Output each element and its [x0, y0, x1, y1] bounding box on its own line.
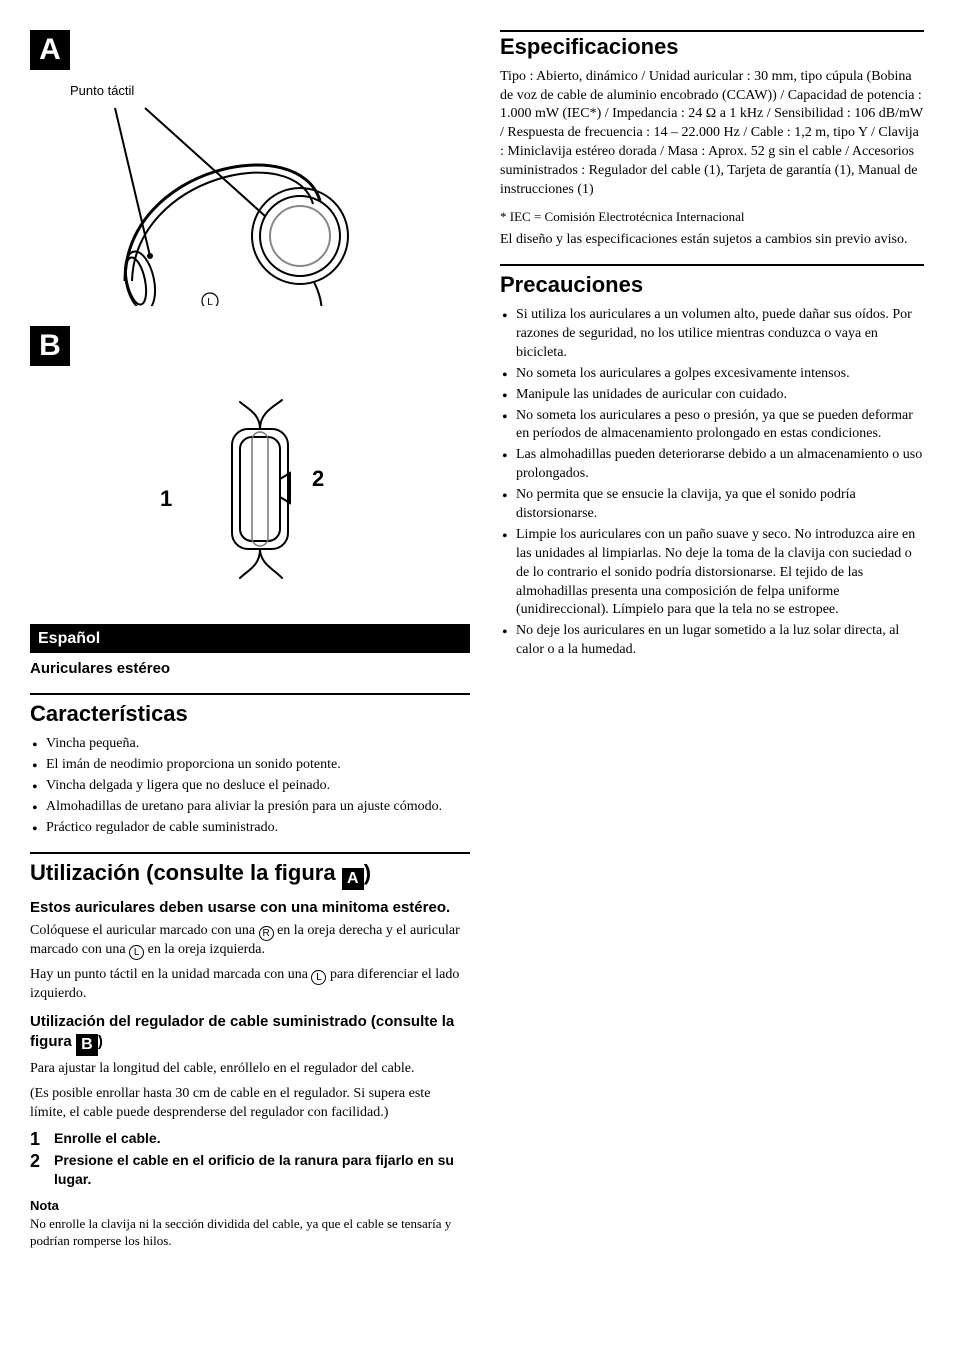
step-number: 1 [30, 1127, 40, 1151]
utilizacion-para-2: Hay un punto táctil en la unidad marcada… [30, 966, 470, 1004]
utilizacion-para-1: Colóquese el auricular marcado con una R… [30, 922, 470, 960]
list-item: Vincha pequeña. [30, 735, 470, 754]
step-text: Presione el cable en el orificio de la r… [54, 1152, 454, 1187]
section-especificaciones-heading: Especificaciones [500, 30, 924, 62]
circled-r-icon: R [259, 926, 274, 941]
utilizacion-para-3: Para ajustar la longitud del cable, enró… [30, 1060, 470, 1079]
especificaciones-footnote-1: * IEC = Comisión Electrotécnica Internac… [500, 208, 924, 226]
list-item: Almohadillas de uretano para aliviar la … [30, 798, 470, 817]
especificaciones-footnote-2: El diseño y las especificaciones están s… [500, 231, 924, 250]
circled-l-icon: L [311, 970, 326, 985]
list-item: El imán de neodimio proporciona un sonid… [30, 756, 470, 775]
heading-text: ) [364, 860, 371, 885]
steps-list: 1 Enrolle el cable. 2 Presione el cable en… [30, 1129, 470, 1190]
figure-a-illustration: L [70, 106, 390, 306]
figure-b-label: B [30, 326, 70, 366]
product-subtitle: Auriculares estéreo [30, 659, 470, 679]
left-column: A Punto táctil [30, 30, 470, 1250]
circled-l-icon: L [129, 945, 144, 960]
step-item: 2 Presione el cable en el orificio de la … [30, 1151, 470, 1189]
note-label: Nota [30, 1197, 470, 1215]
list-item: Manipule las unidades de auricular con c… [500, 386, 924, 405]
figure-b-number-1: 1 [160, 484, 172, 514]
list-item: No permita que se ensucie la clavija, ya… [500, 486, 924, 524]
heading-text: Utilización (consulte la figura [30, 860, 342, 885]
figure-a: A Punto táctil [30, 30, 470, 306]
list-item: Si utiliza los auriculares a un volumen … [500, 306, 924, 363]
language-bar: Español [30, 624, 470, 654]
step-number: 2 [30, 1149, 40, 1173]
section-caracteristicas-heading: Características [30, 693, 470, 729]
text-span: Colóquese el auricular marcado con una [30, 923, 259, 938]
step-text: Enrolle el cable. [54, 1130, 161, 1146]
svg-text:L: L [207, 297, 213, 306]
section-precauciones-heading: Precauciones [500, 264, 924, 300]
list-item: Las almohadillas pueden deteriorarse deb… [500, 446, 924, 484]
list-item: Limpie los auriculares con un paño suave… [500, 526, 924, 620]
list-item: Vincha delgada y ligera que no desluce e… [30, 777, 470, 796]
utilizacion-para-4: (Es posible enrollar hasta 30 cm de cabl… [30, 1085, 470, 1123]
figure-a-caption: Punto táctil [70, 82, 470, 100]
section-utilizacion-heading: Utilización (consulte la figura A) [30, 852, 470, 890]
text-span: Hay un punto táctil en la unidad marcada… [30, 967, 311, 982]
figure-a-inline-icon: A [342, 868, 364, 890]
heading-text: ) [98, 1033, 103, 1050]
list-item: Práctico regulador de cable suministrado… [30, 819, 470, 838]
text-span: en la oreja izquierda. [144, 942, 265, 957]
list-item: No deje los auriculares en un lugar some… [500, 622, 924, 660]
precauciones-list: Si utiliza los auriculares a un volumen … [500, 306, 924, 660]
figure-a-label: A [30, 30, 70, 70]
step-item: 1 Enrolle el cable. [30, 1129, 470, 1148]
note-text: No enrolle la clavija ni la sección divi… [30, 1215, 470, 1250]
figure-b-illustration [180, 394, 340, 584]
figure-b-inline-icon: B [76, 1034, 98, 1056]
list-item: No someta los auriculares a golpes exces… [500, 365, 924, 384]
figure-b: B 1 2 [30, 326, 470, 584]
especificaciones-body: Tipo : Abierto, dinámico / Unidad auricu… [500, 68, 924, 200]
list-item: No someta los auriculares a peso o presi… [500, 407, 924, 445]
utilizacion-subhead-2: Utilización del regulador de cable sumin… [30, 1012, 470, 1056]
right-column: Especificaciones Tipo : Abierto, dinámic… [500, 30, 924, 1250]
caracteristicas-list: Vincha pequeña. El imán de neodimio prop… [30, 735, 470, 837]
utilizacion-subhead-1: Estos auriculares deben usarse con una m… [30, 898, 470, 918]
